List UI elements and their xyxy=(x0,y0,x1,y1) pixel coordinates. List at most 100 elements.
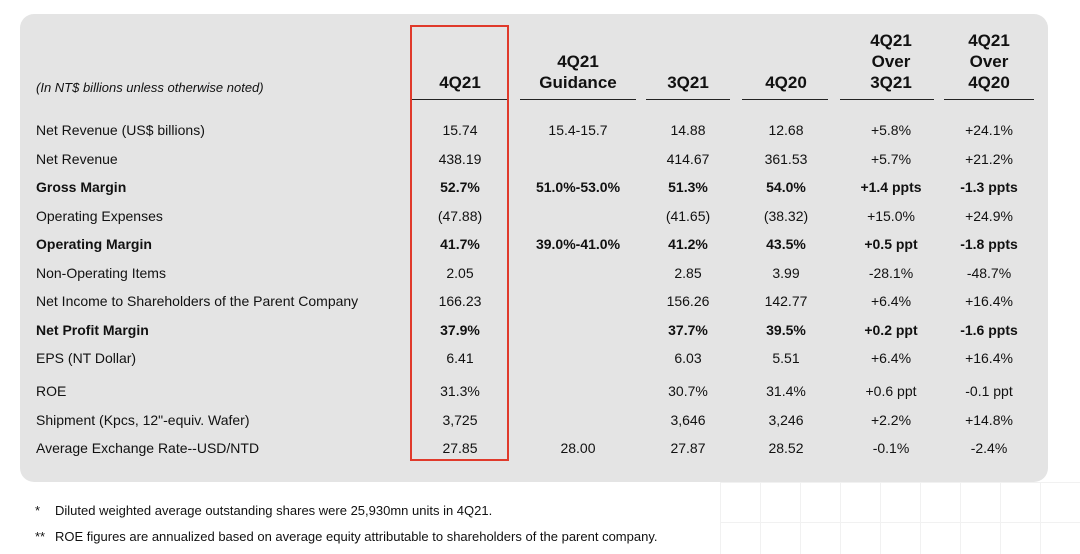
cell-4q21: (47.88) xyxy=(437,208,483,224)
column-header-underline xyxy=(520,99,636,100)
table-row: Net Revenue 438.19 414.67 361.53 +5.7% +21.2% xyxy=(0,151,1080,171)
cell-3q21: 414.67 xyxy=(666,151,710,167)
table-row: Operating Expenses (47.88) (41.65) (38.32) +… xyxy=(0,208,1080,228)
row-label: EPS (NT Dollar) xyxy=(36,350,137,366)
cell-guidance: 51.0%-53.0% xyxy=(535,179,621,195)
row-label: Gross Margin xyxy=(36,179,127,195)
column-header-line: 4Q21 xyxy=(968,31,1010,50)
cell-4q21: 52.7% xyxy=(440,179,480,195)
table-row: Net Profit Margin 37.9% 37.7% 39.5% +0.2 ppt… xyxy=(0,322,1080,342)
cell-3q21: 41.2% xyxy=(668,236,708,252)
column-header-over4q20: 4Q21 Over 4Q20 xyxy=(939,30,1039,93)
row-label: Non-Operating Items xyxy=(36,265,166,281)
highlight-box-4q21 xyxy=(410,25,509,461)
column-header-underline xyxy=(840,99,934,100)
cell-3q21: 51.3% xyxy=(668,179,708,195)
cell-over3q21: +1.4 ppts xyxy=(860,179,922,195)
cell-4q20: 3,246 xyxy=(768,412,804,428)
cell-over3q21: +0.6 ppt xyxy=(865,383,917,399)
column-header-line: Over xyxy=(871,52,911,71)
cell-over3q21: +6.4% xyxy=(870,350,912,366)
column-header-over3q21: 4Q21 Over 3Q21 xyxy=(841,30,941,93)
column-header-3q21: 3Q21 xyxy=(643,72,733,93)
cell-4q20: (38.32) xyxy=(763,208,809,224)
footnote-marker: * xyxy=(35,503,41,518)
cell-over3q21: -28.1% xyxy=(868,265,914,281)
cell-4q21: 166.23 xyxy=(438,293,482,309)
cell-over4q20: +16.4% xyxy=(965,350,1013,366)
row-label: Operating Expenses xyxy=(36,208,163,224)
cell-over3q21: -0.1% xyxy=(872,440,910,456)
cell-over3q21: +15.0% xyxy=(867,208,915,224)
column-header-4q20: 4Q20 xyxy=(741,72,831,93)
cell-3q21: 3,646 xyxy=(670,412,706,428)
cell-guidance: 15.4-15.7 xyxy=(548,122,608,138)
cell-guidance: 28.00 xyxy=(560,440,596,456)
cell-4q21: 15.74 xyxy=(442,122,478,138)
cell-3q21: 30.7% xyxy=(668,383,708,399)
column-header-line: 4Q21 xyxy=(439,73,481,92)
cell-4q20: 43.5% xyxy=(766,236,806,252)
table-row: Average Exchange Rate--USD/NTD 27.85 28.00… xyxy=(0,440,1080,460)
cell-4q20: 361.53 xyxy=(764,151,808,167)
footnote: * Diluted weighted average outstanding sh… xyxy=(35,503,492,518)
table-row: Net Income to Shareholders of the Parent… xyxy=(0,293,1080,313)
footnote-marker: ** xyxy=(35,529,46,544)
footnote-text: Diluted weighted average outstanding sha… xyxy=(55,503,493,518)
cell-over4q20: +21.2% xyxy=(965,151,1013,167)
cell-4q20: 28.52 xyxy=(768,440,804,456)
column-header-line: Guidance xyxy=(539,73,617,92)
table-row: Operating Margin 41.7% 39.0%-41.0% 41.2% 43.… xyxy=(0,236,1080,256)
column-header-line: 4Q20 xyxy=(765,73,807,92)
cell-4q20: 54.0% xyxy=(766,179,806,195)
row-label: Net Profit Margin xyxy=(36,322,149,338)
cell-4q20: 31.4% xyxy=(766,383,806,399)
cell-over3q21: +0.5 ppt xyxy=(864,236,918,252)
row-label: Net Revenue (US$ billions) xyxy=(36,122,205,138)
column-header-underline xyxy=(944,99,1034,100)
cell-over4q20: -1.3 ppts xyxy=(960,179,1018,195)
cell-over3q21: +2.2% xyxy=(870,412,912,428)
table-panel xyxy=(20,14,1048,482)
cell-4q20: 3.99 xyxy=(772,265,800,281)
cell-3q21: (41.65) xyxy=(665,208,711,224)
cell-over4q20: +14.8% xyxy=(965,412,1013,428)
table-row: Gross Margin 52.7% 51.0%-53.0% 51.3% 54.0% +1… xyxy=(0,179,1080,199)
column-header-guidance: 4Q21 Guidance xyxy=(518,51,638,93)
cell-over4q20: +24.9% xyxy=(965,208,1013,224)
column-header-underline xyxy=(646,99,730,100)
cell-over4q20: -1.8 ppts xyxy=(960,236,1018,252)
row-label: Net Revenue xyxy=(36,151,118,167)
column-header-underline xyxy=(412,99,508,100)
cell-over4q20: -1.6 ppts xyxy=(960,322,1018,338)
cell-3q21: 2.85 xyxy=(674,265,702,281)
column-header-line: 4Q20 xyxy=(968,73,1010,92)
cell-4q20: 5.51 xyxy=(772,350,800,366)
cell-4q21: 27.85 xyxy=(442,440,478,456)
cell-4q21: 6.41 xyxy=(446,350,474,366)
column-header-line: 4Q21 xyxy=(870,31,912,50)
cell-4q20: 12.68 xyxy=(768,122,804,138)
cell-over4q20: +16.4% xyxy=(965,293,1013,309)
column-header-line: 4Q21 xyxy=(557,52,599,71)
cell-4q20: 142.77 xyxy=(764,293,808,309)
cell-3q21: 27.87 xyxy=(670,440,706,456)
cell-4q21: 41.7% xyxy=(440,236,480,252)
cell-4q20: 39.5% xyxy=(766,322,806,338)
cell-3q21: 37.7% xyxy=(668,322,708,338)
column-header-line: 3Q21 xyxy=(870,73,912,92)
row-label: Shipment (Kpcs, 12"-equiv. Wafer) xyxy=(36,412,250,428)
cell-3q21: 156.26 xyxy=(666,293,710,309)
cell-over3q21: +0.2 ppt xyxy=(864,322,918,338)
cell-over4q20: +24.1% xyxy=(965,122,1013,138)
column-header-line: 3Q21 xyxy=(667,73,709,92)
cell-3q21: 14.88 xyxy=(670,122,706,138)
footnote: ** ROE figures are annualized based on av… xyxy=(35,529,657,544)
column-header-underline xyxy=(742,99,828,100)
row-label: ROE xyxy=(36,383,67,399)
cell-3q21: 6.03 xyxy=(674,350,702,366)
cell-over3q21: +6.4% xyxy=(870,293,912,309)
table-row: EPS (NT Dollar) 6.41 6.03 5.51 +6.4% +16.4% xyxy=(0,350,1080,370)
row-label: Operating Margin xyxy=(36,236,152,252)
cell-4q21: 3,725 xyxy=(442,412,478,428)
